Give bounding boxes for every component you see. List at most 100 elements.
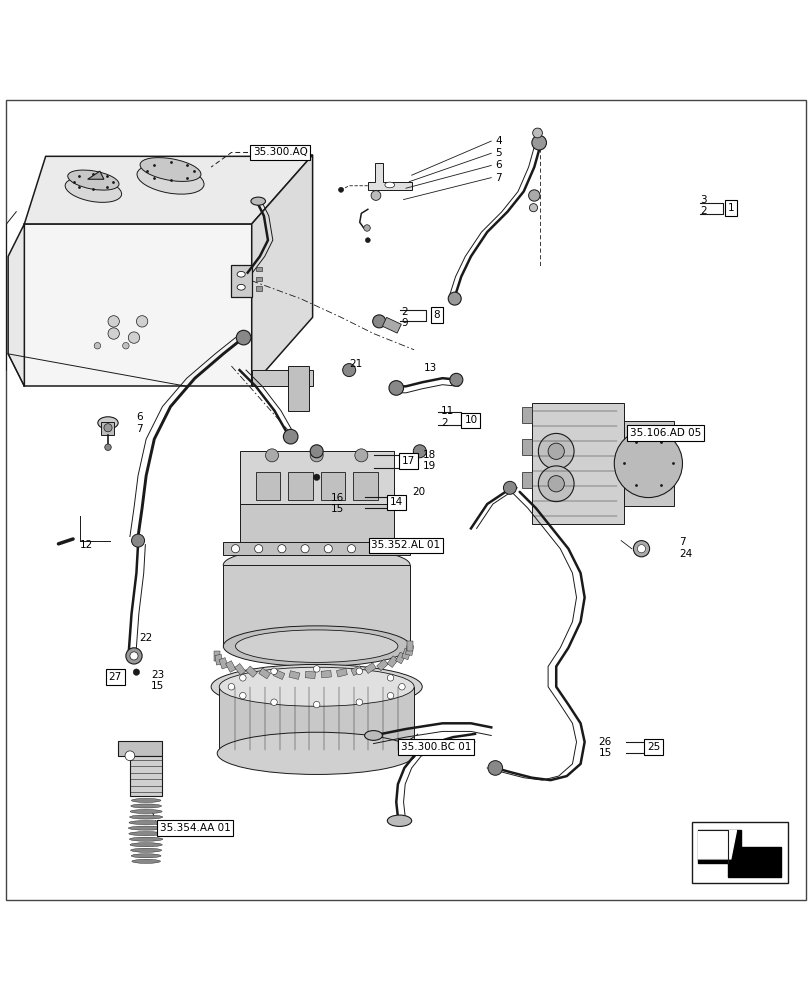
Circle shape — [130, 652, 138, 660]
Circle shape — [371, 191, 380, 200]
Text: 23: 23 — [151, 670, 164, 680]
Circle shape — [324, 545, 332, 553]
Circle shape — [637, 545, 645, 553]
Circle shape — [313, 701, 320, 708]
Text: 18: 18 — [423, 450, 436, 460]
Ellipse shape — [131, 854, 161, 858]
Polygon shape — [251, 155, 312, 386]
Ellipse shape — [97, 417, 118, 429]
Bar — [521, 472, 531, 488]
Circle shape — [283, 429, 298, 444]
Circle shape — [363, 225, 370, 231]
Text: 2: 2 — [699, 206, 706, 216]
Circle shape — [342, 364, 355, 377]
Text: 13: 13 — [423, 363, 436, 373]
Bar — [118, 741, 162, 756]
Circle shape — [122, 342, 129, 349]
Polygon shape — [223, 565, 410, 646]
Ellipse shape — [137, 164, 204, 194]
Ellipse shape — [131, 804, 161, 808]
Circle shape — [108, 316, 119, 327]
Text: 6: 6 — [495, 160, 501, 170]
Polygon shape — [130, 756, 162, 796]
Circle shape — [255, 545, 263, 553]
Bar — [101, 422, 114, 435]
Bar — [259, 668, 270, 679]
Ellipse shape — [129, 821, 163, 825]
Circle shape — [105, 444, 111, 450]
Ellipse shape — [251, 197, 265, 205]
Bar — [255, 286, 262, 291]
Bar — [382, 317, 401, 333]
Text: 20: 20 — [412, 487, 425, 497]
Text: 15: 15 — [331, 504, 344, 514]
Polygon shape — [223, 542, 410, 555]
Text: 14: 14 — [389, 497, 402, 507]
Circle shape — [398, 684, 405, 690]
Ellipse shape — [128, 826, 164, 830]
Bar — [691, 822, 787, 883]
Text: 6: 6 — [136, 412, 143, 422]
Polygon shape — [24, 155, 312, 224]
Circle shape — [347, 545, 355, 553]
Circle shape — [128, 332, 139, 343]
Text: 25: 25 — [646, 742, 659, 752]
Circle shape — [503, 481, 516, 494]
Circle shape — [310, 445, 323, 458]
Circle shape — [531, 135, 546, 150]
Ellipse shape — [384, 182, 394, 188]
Bar — [521, 439, 531, 455]
Circle shape — [372, 315, 385, 328]
Text: 7: 7 — [136, 424, 143, 434]
Text: 7: 7 — [495, 173, 501, 183]
Circle shape — [108, 328, 119, 339]
Ellipse shape — [211, 664, 422, 709]
Bar — [219, 658, 228, 669]
Circle shape — [228, 684, 234, 690]
Text: 11: 11 — [440, 406, 453, 416]
Circle shape — [633, 541, 649, 557]
Ellipse shape — [217, 732, 415, 774]
Polygon shape — [697, 830, 780, 877]
Circle shape — [239, 675, 246, 681]
Circle shape — [529, 204, 537, 212]
Polygon shape — [88, 171, 104, 179]
Text: 15: 15 — [598, 748, 611, 758]
Text: 12: 12 — [79, 540, 92, 550]
Ellipse shape — [131, 859, 161, 863]
Text: 35.300.AQ: 35.300.AQ — [252, 147, 307, 157]
Circle shape — [532, 128, 542, 138]
Ellipse shape — [364, 731, 382, 740]
Ellipse shape — [129, 832, 163, 836]
Bar — [624, 421, 673, 506]
Circle shape — [413, 445, 426, 458]
Circle shape — [125, 751, 135, 761]
Text: 22: 22 — [139, 633, 152, 643]
Bar — [255, 472, 280, 500]
Circle shape — [231, 545, 239, 553]
Circle shape — [448, 292, 461, 305]
Polygon shape — [231, 265, 251, 297]
Circle shape — [94, 342, 101, 349]
Circle shape — [355, 699, 362, 705]
Circle shape — [265, 449, 278, 462]
Bar — [305, 671, 315, 679]
Text: 3: 3 — [699, 195, 706, 205]
Circle shape — [538, 433, 573, 469]
Bar — [521, 407, 531, 423]
Ellipse shape — [219, 667, 414, 706]
Bar — [246, 666, 257, 677]
Circle shape — [547, 443, 564, 459]
Bar — [350, 666, 362, 676]
Text: 21: 21 — [349, 359, 362, 369]
Text: 35.300.BC 01: 35.300.BC 01 — [401, 742, 470, 752]
Text: 15: 15 — [151, 681, 164, 691]
Polygon shape — [219, 687, 414, 752]
Text: 10: 10 — [464, 415, 477, 425]
Circle shape — [613, 429, 681, 498]
Circle shape — [271, 668, 277, 675]
Text: 8: 8 — [433, 310, 440, 320]
Circle shape — [528, 190, 539, 201]
Circle shape — [338, 187, 343, 192]
Circle shape — [313, 474, 320, 481]
